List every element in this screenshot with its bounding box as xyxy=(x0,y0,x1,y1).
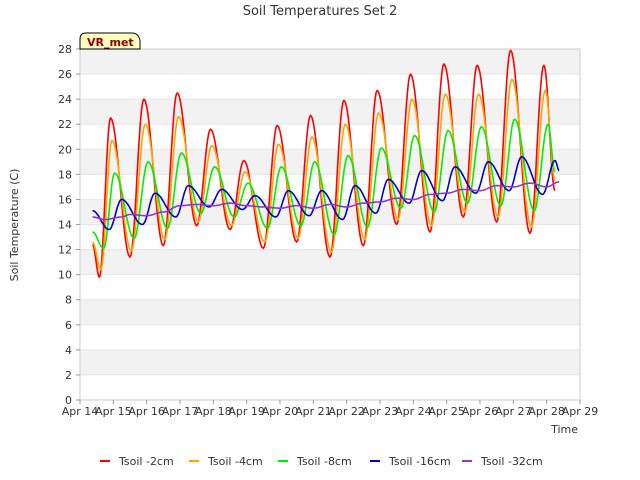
grid-band xyxy=(80,49,580,75)
y-tick-label: 8 xyxy=(65,294,72,307)
x-tick-label: Apr 15 xyxy=(95,405,132,418)
series-line-2 xyxy=(92,78,556,271)
y-tick-label: 14 xyxy=(58,219,72,232)
vr-met-badge: VR_met xyxy=(79,32,141,50)
x-tick-label: Apr 17 xyxy=(162,405,199,418)
y-tick-label: 4 xyxy=(65,344,72,357)
x-tick-label: Apr 25 xyxy=(428,405,465,418)
legend-label: Tsoil -32cm xyxy=(480,455,543,468)
legend-label: Tsoil -2cm xyxy=(118,455,174,468)
x-tick-label: Apr 19 xyxy=(228,405,265,418)
legend-label: Tsoil -8cm xyxy=(296,455,352,468)
grid-band xyxy=(80,199,580,225)
grid-band xyxy=(80,324,580,350)
legend-label: Tsoil -16cm xyxy=(388,455,451,468)
badge-label: VR_met xyxy=(87,36,134,49)
grid-band xyxy=(80,274,580,300)
grid-band xyxy=(80,299,580,325)
badge-box xyxy=(79,32,141,50)
x-tick-label: Apr 27 xyxy=(495,405,532,418)
grid-band xyxy=(80,249,580,275)
chart-title: Soil Temperatures Set 2 xyxy=(243,4,398,19)
y-tick-label: 28 xyxy=(58,43,72,56)
x-tick-label: Apr 28 xyxy=(528,405,565,418)
x-tick-label: Apr 29 xyxy=(562,405,599,418)
y-tick-label: 2 xyxy=(65,369,72,382)
x-tick-label: Apr 24 xyxy=(395,405,432,418)
series-lines xyxy=(92,49,560,278)
y-tick-label: 6 xyxy=(65,319,72,332)
y-tick-label: 22 xyxy=(58,118,72,131)
grid-band xyxy=(80,374,580,400)
x-tick-label: Apr 18 xyxy=(195,405,232,418)
y-tick-label: 10 xyxy=(58,269,72,282)
grid-band xyxy=(80,99,580,125)
y-tick-label: 24 xyxy=(58,93,72,106)
y-tick-label: 0 xyxy=(65,394,72,407)
legend-label: Tsoil -4cm xyxy=(207,455,263,468)
x-tick-label: Apr 20 xyxy=(262,405,299,418)
x-axis-label: Time xyxy=(550,423,578,436)
x-tick-label: Apr 22 xyxy=(328,405,365,418)
y-tick-label: 12 xyxy=(58,244,72,257)
x-tick-label: Apr 23 xyxy=(362,405,399,418)
y-tick-label: 16 xyxy=(58,193,72,206)
x-tick-label: Apr 16 xyxy=(128,405,165,418)
y-tick-label: 26 xyxy=(58,68,72,81)
grid-band xyxy=(80,349,580,375)
y-axis-label: Soil Temperature (C) xyxy=(8,169,21,282)
y-tick-label: 18 xyxy=(58,168,72,181)
x-tick-label: Apr 26 xyxy=(462,405,499,418)
legend: Tsoil -2cm Tsoil -4cm Tsoil -8cm Tsoil -16c… xyxy=(100,455,543,468)
grid-band xyxy=(80,74,580,100)
series-line-5 xyxy=(92,181,560,221)
series-line-3 xyxy=(92,118,556,250)
x-tick-label: Apr 14 xyxy=(62,405,99,418)
x-tick-label: Apr 21 xyxy=(295,405,332,418)
y-tick-label: 20 xyxy=(58,143,72,156)
grid-band xyxy=(80,124,580,150)
